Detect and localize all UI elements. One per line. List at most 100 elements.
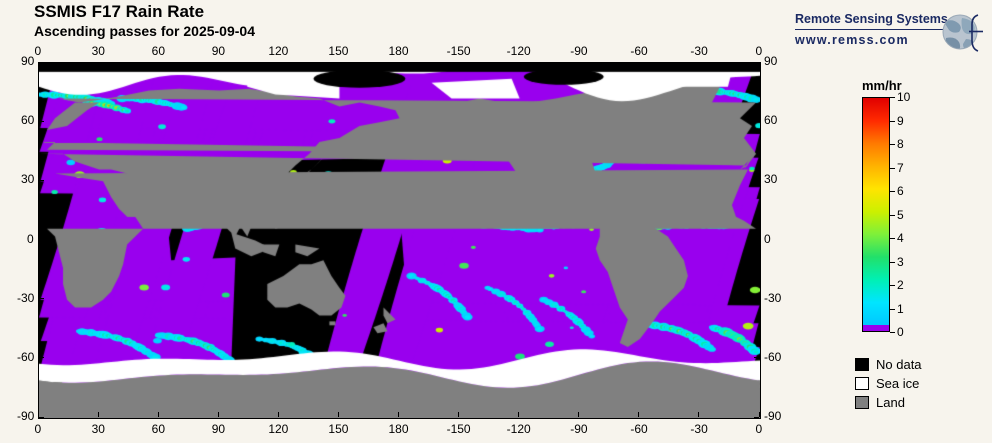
x-axis-label-bottom: 150 (328, 422, 349, 436)
legend-swatch (855, 357, 869, 371)
y-tick-mark (754, 61, 759, 63)
colorbar-tick-mark (890, 214, 895, 216)
y-axis-label-left: 30 (21, 172, 35, 187)
x-tick-mark (698, 412, 700, 417)
y-tick-mark (754, 120, 759, 122)
logo-company-name: Remote Sensing Systems (795, 12, 948, 26)
x-tick-mark (217, 63, 219, 68)
colorbar-tick-label: 1 (897, 301, 904, 316)
colorbar-tick-mark (890, 191, 895, 192)
x-tick-mark (37, 412, 39, 417)
legend-swatch (855, 395, 869, 409)
x-tick-mark (97, 412, 99, 417)
x-tick-mark (398, 63, 399, 68)
colorbar-tick-mark (890, 238, 895, 239)
y-tick-mark (39, 416, 44, 418)
y-tick-mark (39, 120, 44, 122)
x-tick-mark (638, 412, 640, 417)
x-axis-label-bottom: -90 (570, 422, 588, 436)
colorbar-tick-mark (890, 144, 895, 145)
x-axis-label-bottom: -120 (506, 422, 531, 436)
y-axis-label-right: 90 (764, 54, 778, 68)
x-axis-label-top: -90 (570, 44, 588, 58)
y-axis-label-right: 0 (764, 231, 771, 246)
legend-item: No data (855, 355, 922, 373)
y-axis-label-right: -90 (764, 409, 782, 423)
x-axis-label-top: -120 (506, 44, 531, 58)
x-tick-mark (578, 412, 580, 417)
y-tick-mark (754, 179, 759, 181)
colorbar-tick-label: 10 (897, 90, 911, 104)
x-axis-label-top: 0 (34, 44, 42, 58)
x-tick-mark (97, 63, 99, 68)
page-subtitle: Ascending passes for 2025-09-04 (34, 23, 255, 39)
colorbar-tick-label: 2 (897, 278, 904, 292)
x-axis-label-bottom: 30 (91, 422, 105, 436)
x-axis-label-top: 180 (388, 44, 409, 58)
x-tick-mark (458, 412, 460, 417)
x-axis-label-bottom: 0 (34, 422, 42, 436)
x-tick-mark (217, 412, 219, 417)
y-tick-mark (754, 239, 759, 240)
x-axis-label-top: 60 (151, 44, 166, 58)
rain-rate-map[interactable] (38, 62, 761, 419)
y-axis-label-left: 90 (21, 54, 35, 68)
y-axis-label-right: -60 (764, 349, 782, 364)
x-tick-mark (758, 63, 760, 68)
x-tick-mark (758, 412, 760, 417)
logo-website: www.remss.com (795, 33, 909, 47)
x-tick-mark (157, 412, 159, 417)
colorbar-tick-label: 0 (897, 325, 904, 339)
colorbar-unit-label: mm/hr (862, 78, 902, 93)
x-tick-mark (458, 63, 460, 68)
colorbar-tick-label: 6 (897, 184, 904, 198)
title-block: SSMIS F17 Rain Rate Ascending passes for… (34, 2, 255, 40)
legend-label: Land (876, 394, 905, 410)
x-axis-label-top: 0 (755, 44, 763, 58)
y-axis-label-left: 60 (21, 113, 35, 128)
colorbar-tick-label: 9 (897, 113, 904, 128)
y-tick-mark (39, 298, 44, 300)
y-axis-label-right: 30 (764, 172, 778, 187)
colorbar-tick-mark (890, 332, 895, 333)
logo-text: Remote Sensing Systems www.remss.com (795, 12, 948, 48)
x-tick-mark (578, 63, 580, 68)
y-tick-mark (754, 416, 759, 418)
x-tick-mark (698, 63, 700, 68)
y-tick-mark (39, 179, 44, 181)
x-axis-label-top: -60 (630, 44, 648, 58)
x-axis-label-bottom: -60 (630, 422, 648, 436)
x-axis-label-bottom: -150 (446, 422, 471, 436)
x-axis-label-bottom: 180 (388, 422, 409, 436)
colorbar-tick-mark (890, 261, 895, 263)
map-legend: No data Sea ice Land (855, 355, 922, 412)
x-tick-mark (398, 412, 399, 417)
colorbar-gradient (863, 98, 889, 331)
colorbar-tick-mark (890, 308, 895, 310)
colorbar-tick-mark (890, 167, 895, 169)
legend-item: Land (855, 393, 922, 411)
y-axis-label-left: -60 (17, 349, 35, 364)
x-tick-mark (37, 63, 39, 68)
colorbar-frame (862, 97, 890, 332)
y-axis-label-right: 60 (764, 113, 778, 128)
x-tick-mark (337, 412, 339, 417)
legend-item: Sea ice (855, 374, 922, 392)
x-tick-mark (337, 63, 339, 68)
map-raster (39, 63, 760, 418)
colorbar-tick-mark (890, 120, 895, 122)
logo-divider (795, 29, 947, 30)
y-tick-mark (754, 357, 759, 359)
legend-label: Sea ice (876, 375, 920, 391)
remss-logo[interactable]: Remote Sensing Systems www.remss.com (795, 8, 987, 56)
y-tick-mark (754, 298, 759, 300)
y-axis-label-right: -30 (764, 290, 782, 305)
x-axis-label-top: 150 (328, 44, 349, 58)
x-axis-label-bottom: -30 (690, 422, 708, 436)
x-axis-label-bottom: 60 (151, 422, 166, 436)
colorbar-tick-label: 3 (897, 254, 904, 269)
x-axis-label-top: 90 (211, 44, 226, 58)
x-tick-mark (157, 63, 159, 68)
colorbar[interactable] (862, 97, 890, 332)
x-tick-mark (277, 412, 279, 417)
